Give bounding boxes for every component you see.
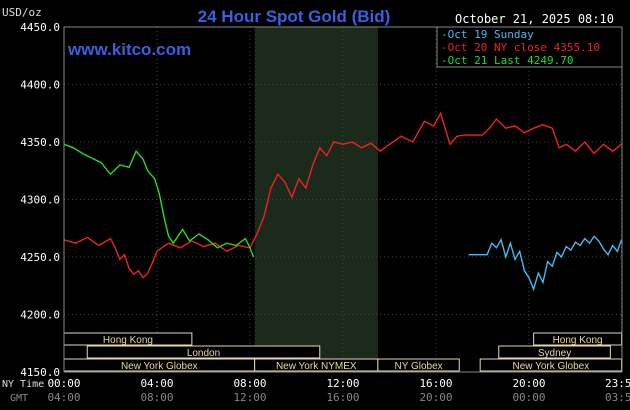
session-label: London [187,348,220,359]
session-label: Sydney [538,348,571,359]
legend-entry: -Oct 19 Sunday [441,28,534,41]
x-tick-label-gmt: 00:00 [512,391,545,404]
y-tick-label: 4400.0 [20,79,60,92]
x-tick-label-ny: 00:00 [47,377,80,390]
x-tick-label-ny: 08:00 [233,377,266,390]
x-row-label-ny: NY Time [2,379,44,390]
x-tick-label-ny: 16:00 [419,377,452,390]
x-tick-label-ny: 12:00 [326,377,359,390]
session-box [86,345,321,359]
legend-entry: -Oct 21 Last 4249.70 [441,54,573,67]
session-label: NY Globex [394,361,442,372]
x-tick-label-ny: 23:59 [605,377,630,390]
y-unit-label: USD/oz [2,6,42,19]
legend-box [436,26,623,68]
series-line-2 [63,111,622,279]
x-tick-label-gmt: 03:59 [605,391,630,404]
x-tick-label-gmt: 12:00 [233,391,266,404]
watermark: www.kitco.com [67,40,191,59]
legend-entry: -Oct 20 NY close 4355.10 [441,41,600,54]
session-label: New York Globex [512,361,589,372]
x-tick-label-gmt: 04:00 [47,391,80,404]
timestamp: October 21, 2025 08:10 [455,12,614,26]
y-tick-label: 4250.0 [20,251,60,264]
session-label: New York Globex [121,361,198,372]
x-row-label-gmt: GMT [10,393,28,404]
session-label: New York NYMEX [276,361,357,372]
series-line-1 [468,235,623,292]
session-box [498,345,611,359]
y-tick-label: 4350.0 [20,136,60,149]
session-box [377,358,460,372]
x-tick-label-ny: 04:00 [140,377,173,390]
session-label: Hong Kong [553,335,603,346]
session-label: Hong Kong [103,335,153,346]
x-tick-label-gmt: 08:00 [140,391,173,404]
chart-title: 24 Hour Spot Gold (Bid) [198,7,391,26]
y-tick-label: 4150.0 [20,366,60,379]
y-tick-label: 4450.0 [20,21,60,34]
x-tick-label-gmt: 16:00 [326,391,359,404]
y-tick-label: 4200.0 [20,309,60,322]
series-line-3 [63,143,255,258]
plot-frame [63,26,623,373]
y-tick-label: 4300.0 [20,194,60,207]
x-tick-label-ny: 20:00 [512,377,545,390]
x-tick-label-gmt: 20:00 [419,391,452,404]
